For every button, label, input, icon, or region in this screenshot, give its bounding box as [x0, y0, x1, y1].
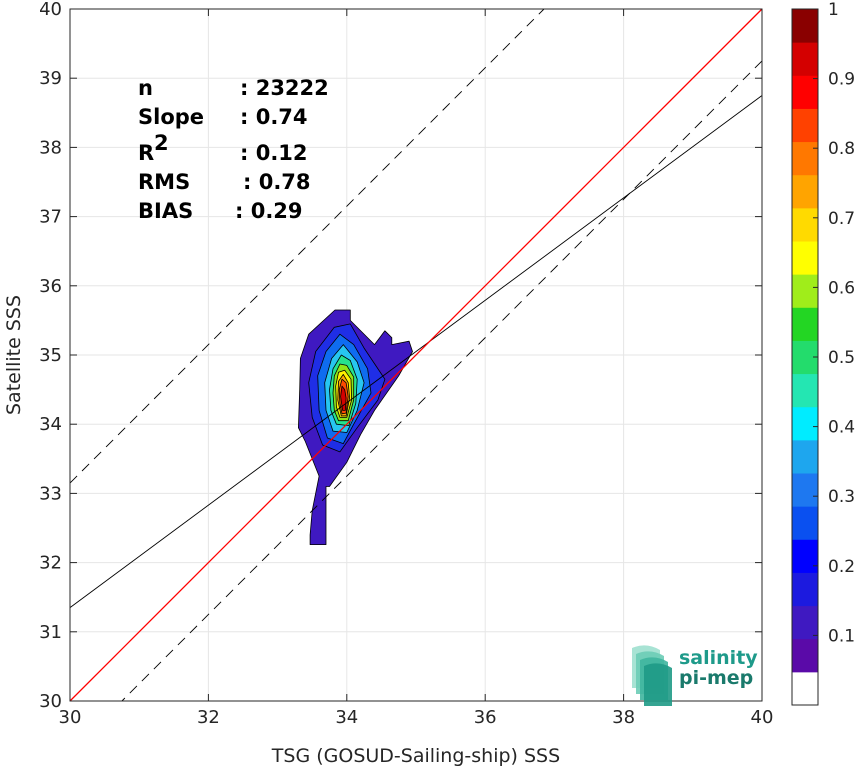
y-tick-label-8: 38: [39, 137, 62, 158]
stat-label-superscript-2: 2: [154, 131, 169, 155]
stat-value-2: : 0.12: [240, 141, 308, 165]
y-tick-label-7: 37: [39, 207, 62, 228]
colorbar-bin-0: [792, 671, 818, 706]
colorbar-tick-label-8: 0.9: [828, 70, 855, 90]
y-tick-label-4: 34: [39, 414, 62, 435]
stat-value-3: : 0.78: [243, 170, 311, 194]
stat-value-1: : 0.74: [240, 105, 308, 129]
x-tick-label-0: 30: [59, 707, 82, 728]
colorbar-tick-label-6: 0.7: [828, 209, 855, 229]
density-contours: [297, 309, 413, 545]
colorbar-bin-18: [792, 75, 818, 109]
fit-line: [69, 95, 763, 608]
y-tick-label-1: 31: [39, 622, 62, 643]
identity-line: [69, 8, 763, 702]
x-tick-label-2: 34: [335, 707, 358, 728]
colorbar-bin-9: [792, 373, 818, 408]
colorbar-bin-4: [792, 539, 818, 573]
colorbar-bin-6: [792, 473, 818, 507]
colorbar-bin-13: [792, 241, 818, 275]
colorbar-tick-label-9: 1: [828, 0, 839, 20]
colorbar-tick-label-4: 0.5: [828, 348, 855, 368]
stat-value-4: : 0.29: [235, 199, 303, 223]
colorbar-bin-20: [792, 9, 818, 43]
colorbar-bin-12: [792, 274, 818, 308]
stat-label-3: RMS: [138, 170, 190, 194]
colorbar-bin-7: [792, 439, 818, 474]
stat-label-2: R: [138, 141, 154, 165]
colorbar-bin-14: [792, 207, 818, 242]
colorbar-bin-19: [792, 42, 818, 76]
colorbar-bin-8: [792, 406, 818, 441]
colorbar-bin-11: [792, 307, 818, 341]
colorbar-bin-15: [792, 174, 818, 209]
logo-text-pi-mep: pi-mep: [679, 667, 753, 689]
y-axis-label: Satellite SSS: [3, 295, 25, 415]
y-tick-label-10: 40: [39, 0, 62, 20]
colorbar-tick-label-7: 0.8: [828, 139, 855, 159]
x-tick-label-4: 38: [612, 707, 635, 728]
colorbar-tick-label-5: 0.6: [828, 278, 855, 298]
y-tick-label-3: 33: [39, 483, 62, 504]
stat-label-4: BIAS: [138, 199, 193, 223]
reference-lines: [69, 8, 763, 702]
x-axis-ticks: 30 32 34 36 38 40: [59, 9, 774, 728]
lower-band-line: [121, 60, 763, 702]
stats-box: n : 23222 Slope : 0.74 R 2 : 0.12 RMS : 0.78 BIAS…: [138, 76, 329, 223]
stat-value-0: : 23222: [240, 76, 329, 100]
colorbar-tick-label-1: 0.2: [828, 557, 855, 577]
x-axis-label: TSG (GOSUD-Sailing-ship) SSS: [271, 745, 560, 767]
y-tick-label-5: 35: [39, 345, 62, 366]
colorbar-tick-label-2: 0.3: [828, 487, 855, 507]
x-tick-label-3: 36: [474, 707, 497, 728]
colorbar-bin-1: [792, 638, 818, 673]
x-tick-label-5: 40: [751, 707, 774, 728]
colorbar: 0.1 0.2 0.3 0.4 0.5 0.6 0.7 0.8 0.9 1: [791, 0, 855, 706]
upper-band-line: [69, 8, 545, 484]
colorbar-tick-label-0: 0.1: [828, 626, 855, 646]
logo-text-salinity: salinity: [679, 647, 758, 669]
logo-wave-3: [644, 663, 672, 706]
colorbar-tick-label-3: 0.4: [828, 418, 855, 438]
y-tick-label-2: 32: [39, 553, 62, 574]
stat-label-0: n: [138, 76, 153, 100]
colorbar-bin-5: [792, 506, 818, 540]
colorbar-bin-16: [792, 141, 818, 176]
x-tick-label-1: 32: [197, 707, 220, 728]
y-tick-label-9: 39: [39, 68, 62, 89]
colorbar-bin-3: [792, 572, 818, 607]
colorbar-bin-2: [792, 605, 818, 640]
colorbar-bin-17: [792, 108, 818, 143]
y-tick-label-0: 30: [39, 691, 62, 712]
stat-label-1: Slope: [138, 105, 204, 129]
y-tick-label-6: 36: [39, 276, 62, 297]
y-axis-ticks: 30 31 32 33 34 35 36 37 38 39 40: [39, 0, 762, 712]
